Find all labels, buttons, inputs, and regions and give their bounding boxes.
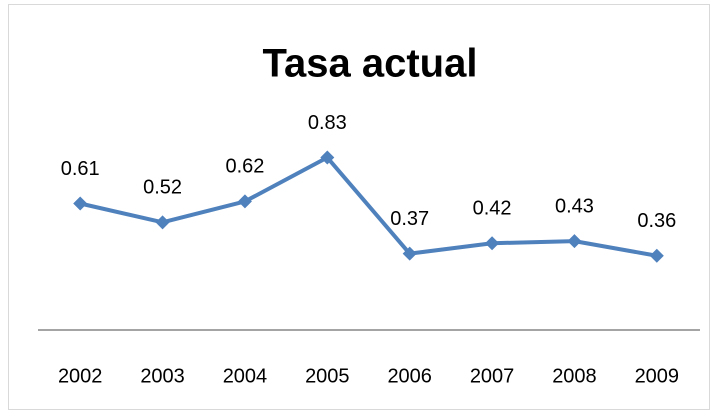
data-label: 0.83	[308, 112, 347, 134]
x-tick-label: 2004	[223, 365, 268, 387]
x-tick-label: 2007	[470, 365, 515, 387]
point-marker	[649, 248, 664, 263]
point-marker	[320, 150, 335, 165]
data-label: 0.62	[225, 156, 264, 178]
point-marker	[567, 234, 582, 249]
data-label: 0.36	[637, 210, 676, 232]
x-tick-label: 2006	[387, 365, 432, 387]
series-line	[79, 155, 658, 258]
point-marker	[155, 215, 170, 230]
point-marker	[73, 196, 88, 211]
chart-title: Tasa actual	[263, 42, 478, 86]
x-tick-label: 2003	[140, 365, 185, 387]
point-marker	[402, 246, 417, 261]
chart-border	[8, 4, 710, 410]
data-label: 0.43	[555, 195, 594, 217]
data-label: 0.52	[143, 177, 182, 199]
data-label: 0.61	[61, 158, 100, 180]
x-tick-label: 2008	[552, 365, 597, 387]
data-label: 0.42	[473, 198, 512, 220]
x-tick-label: 2009	[635, 365, 680, 387]
point-marker	[237, 194, 252, 209]
data-label: 0.37	[390, 208, 429, 230]
point-marker	[485, 236, 500, 251]
x-tick-label: 2005	[305, 365, 350, 387]
x-tick-label: 2002	[58, 365, 103, 387]
